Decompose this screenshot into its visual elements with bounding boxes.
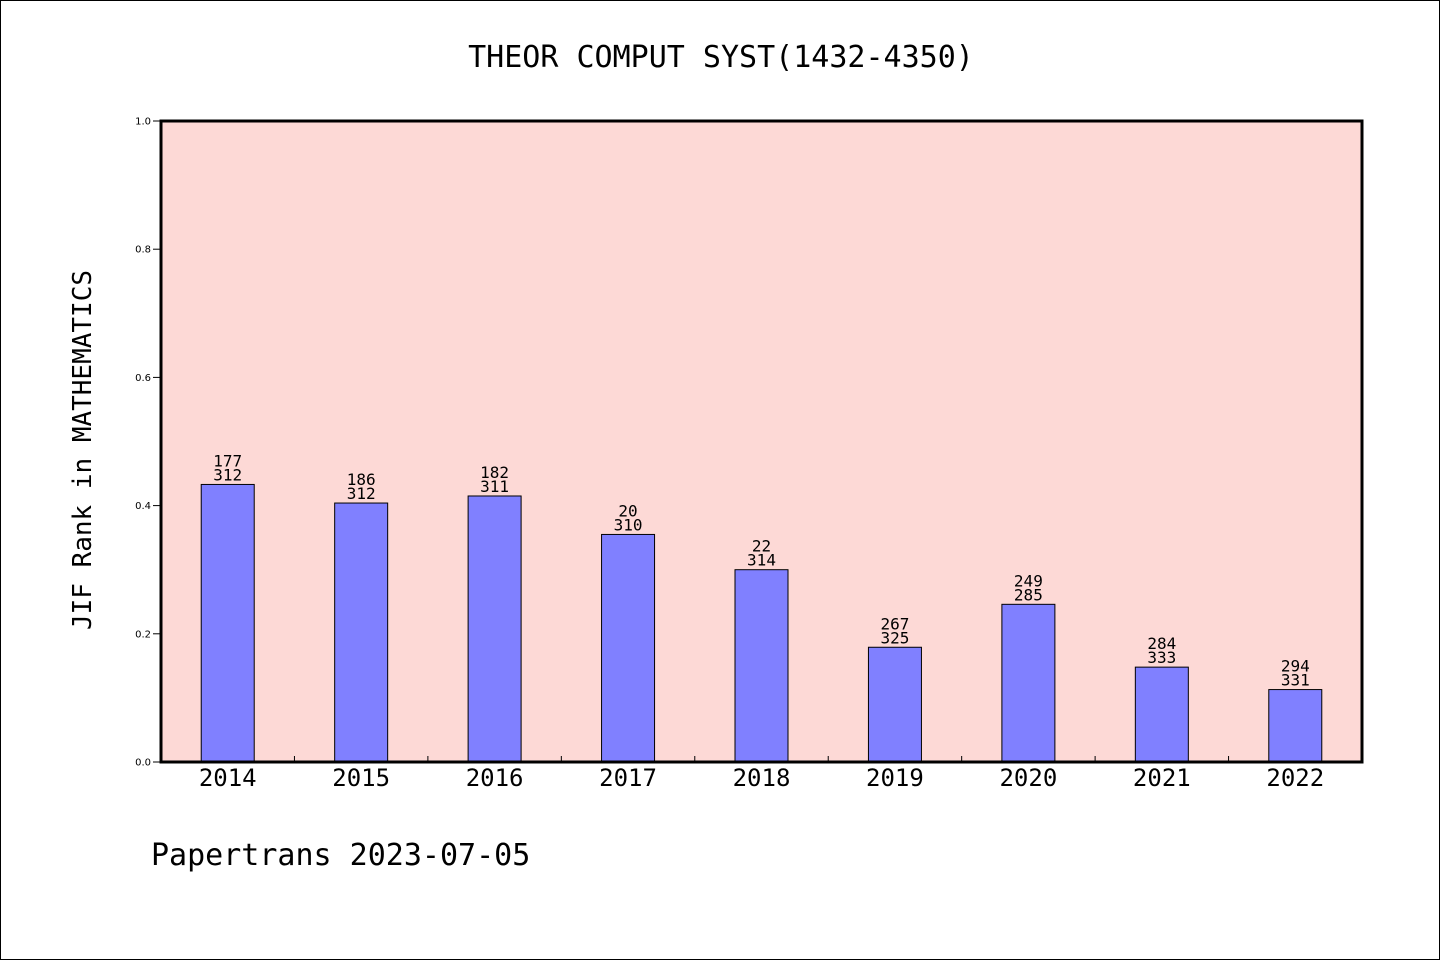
bar-2022 [1268,689,1323,763]
x-tick-label: 2014 [199,764,257,792]
bar-total-label: 310 [614,515,643,534]
x-tick-label: 2022 [1266,764,1324,792]
bar-rank-label: 186 [347,470,376,489]
plot-border [159,119,1364,764]
bar-total-label: 285 [1014,585,1043,604]
bar-rank-label: 249 [1014,571,1043,590]
bar-total-label: 312 [347,484,376,503]
bar-total-label: 333 [1147,648,1176,667]
bar-2017 [601,533,656,763]
bar-2015 [334,502,389,763]
x-tick-label: 2021 [1133,764,1191,792]
bar-total-label: 331 [1281,671,1310,690]
bar-rank-label: 20 [618,501,637,520]
x-tick-label: 2016 [466,764,524,792]
bar-rank-label: 177 [213,451,242,470]
bar-total-label: 311 [480,477,509,496]
bar-total-label: 325 [880,628,909,647]
bar-2021 [1134,666,1189,763]
footer-credit: Papertrans 2023-07-05 [151,838,530,873]
bar-2016 [467,495,522,763]
y-axis-label: JIF Rank in MATHEMATICS [68,270,98,630]
y-tick-label: 0.6 [135,373,151,384]
y-axis-ticks: 0.0 0.2 0.4 0.6 0.8 1.0 [135,117,161,769]
x-axis-ticks: 2014 2015 2016 2017 2018 2019 2020 2021 2022 [199,756,1324,792]
bar-total-label: 314 [747,551,776,570]
chart-title: THEOR COMPUT SYST(1432-4350) [468,40,974,75]
x-tick-label: 2015 [332,764,390,792]
bar-2014 [200,483,255,763]
y-tick-label: 0.0 [135,758,151,769]
y-tick-label: 0.2 [135,629,151,640]
y-tick-label: 0.4 [135,501,151,512]
x-tick-label: 2020 [999,764,1057,792]
bar-rank-label: 267 [880,614,909,633]
bar-rank-label: 284 [1147,634,1176,653]
bar-2018 [734,569,789,763]
bar-total-label: 312 [213,465,242,484]
bar-rank-label: 294 [1281,657,1310,676]
x-tick-label: 2019 [866,764,924,792]
y-tick-label: 1.0 [135,117,151,128]
bar-2019 [867,646,922,763]
bars-group [200,483,1323,763]
x-tick-label: 2017 [599,764,657,792]
bar-rank-label: 22 [752,537,771,556]
bar-2020 [1001,603,1056,763]
y-tick-label: 0.8 [135,245,151,256]
x-tick-label: 2018 [733,764,791,792]
bar-rank-label: 182 [480,463,509,482]
